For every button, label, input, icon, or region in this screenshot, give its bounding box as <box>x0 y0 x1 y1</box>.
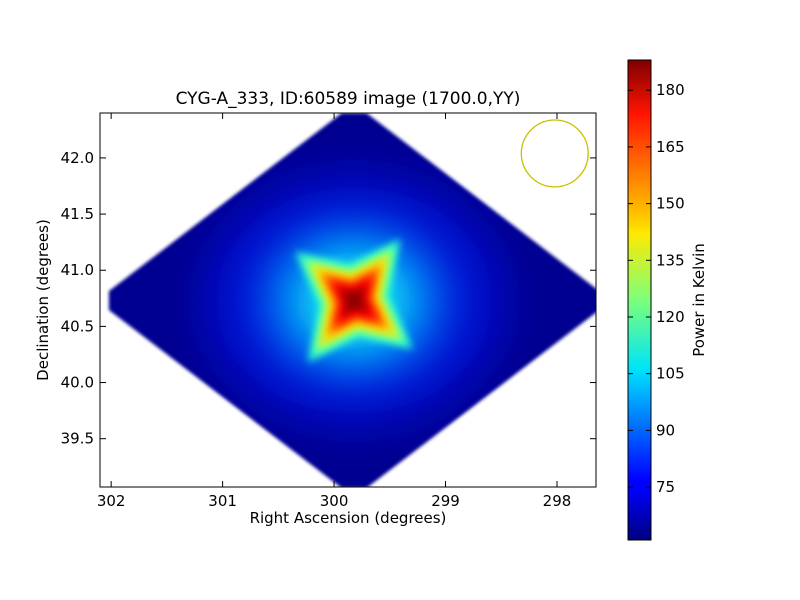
x-axis-ticks: 302 301 300 299 298 <box>97 113 571 510</box>
heatmap-image <box>108 113 596 487</box>
y-tick-label: 40.5 <box>61 317 94 335</box>
y-tick-label: 41.0 <box>61 261 94 279</box>
y-tick-label: 40.0 <box>61 374 94 392</box>
colorbar-tick-label: 150 <box>656 195 685 213</box>
colorbar-tick-label: 135 <box>656 251 685 269</box>
colorbar <box>627 59 652 541</box>
x-tick-label: 302 <box>97 492 126 510</box>
x-tick-label: 298 <box>543 492 572 510</box>
plot-frame <box>99 112 597 488</box>
beam-circle <box>520 119 589 188</box>
colorbar-tick-label: 120 <box>656 308 685 326</box>
y-tick-label: 41.5 <box>61 205 94 223</box>
colorbar-ticks: 75 90 105 120 135 150 165 180 <box>628 81 685 496</box>
y-tick-label: 42.0 <box>61 149 94 167</box>
y-tick-label: 39.5 <box>61 430 94 448</box>
x-tick-label: 299 <box>431 492 460 510</box>
y-axis-label: Declination (degrees) <box>34 219 52 381</box>
colorbar-label: Power in Kelvin <box>690 243 708 357</box>
colorbar-tick-label: 75 <box>656 478 675 496</box>
y-axis-ticks: 39.5 40.0 40.5 41.0 41.5 42.0 <box>61 149 596 448</box>
colorbar-tick-label: 105 <box>656 365 685 383</box>
colorbar-tick-label: 90 <box>656 421 675 439</box>
x-tick-label: 300 <box>320 492 349 510</box>
source-core-6 <box>345 291 363 310</box>
chart-title: CYG-A_333, ID:60589 image (1700.0,YY) <box>176 89 521 109</box>
colorbar-tick-label: 180 <box>656 81 685 99</box>
x-tick-label: 301 <box>208 492 237 510</box>
colorbar-tick-label: 165 <box>656 138 685 156</box>
x-axis-label: Right Ascension (degrees) <box>250 509 447 527</box>
